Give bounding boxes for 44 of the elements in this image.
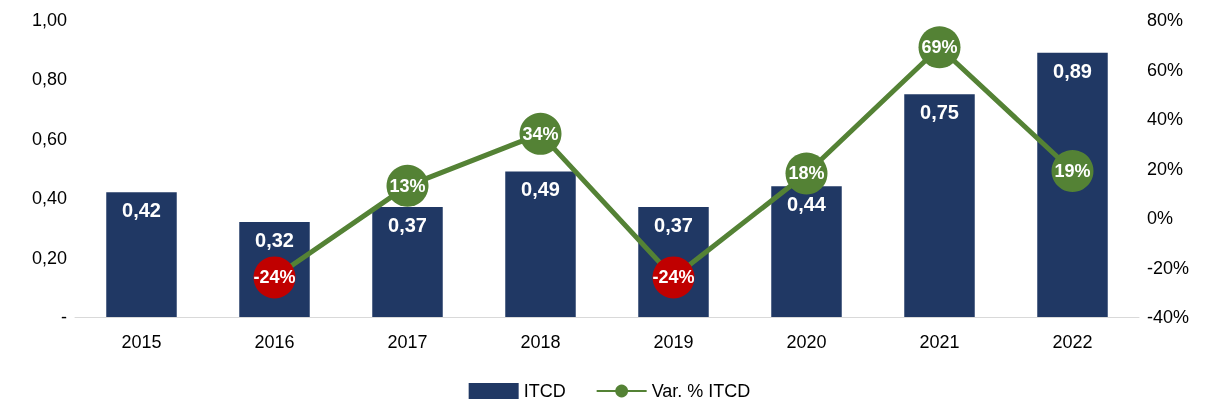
y-tick-label: 0,60 [31, 128, 67, 149]
y2-tick-label: 20% [1147, 158, 1184, 179]
data-label: 19% [1054, 160, 1091, 181]
data-label: 18% [788, 163, 825, 184]
data-label: 0,44 [787, 193, 827, 216]
x-tick-label: 2020 [786, 332, 827, 352]
x-tick-label: 2022 [1052, 332, 1093, 352]
legend-label: ITCD [523, 381, 566, 401]
bar [106, 192, 177, 317]
data-label: 0,37 [388, 214, 427, 237]
y-tick-label: 0,20 [31, 247, 67, 268]
x-tick-label: 2021 [919, 332, 960, 352]
data-label: 0,49 [521, 178, 560, 201]
y-tick-label: 0,40 [31, 188, 67, 209]
x-tick-label: 2015 [121, 332, 162, 352]
bar [904, 94, 975, 317]
data-label: -24% [253, 267, 296, 288]
y-tick-label: 1,00 [31, 10, 67, 30]
y2-tick-label: 80% [1147, 10, 1184, 30]
y2-tick-label: -40% [1147, 307, 1190, 327]
y2-tick-label: 40% [1147, 109, 1184, 129]
y-tick-label: - [61, 307, 67, 327]
bar [372, 207, 443, 317]
y2-tick-label: 0% [1147, 208, 1174, 228]
x-tick-label: 2019 [653, 332, 694, 352]
y2-tick-label: -20% [1147, 257, 1190, 278]
y-tick-label: 0,80 [31, 69, 67, 90]
data-label: 0,75 [920, 101, 959, 124]
data-label: 0,42 [122, 199, 161, 222]
data-label: -24% [652, 267, 695, 288]
data-label: 0,32 [255, 228, 294, 251]
bar [505, 171, 576, 317]
bar [1037, 52, 1108, 317]
data-label: 0,37 [654, 214, 693, 237]
x-tick-label: 2017 [387, 332, 428, 352]
x-tick-label: 2018 [520, 332, 561, 352]
legend-label: Var. % ITCD [651, 381, 751, 401]
data-label: 69% [921, 37, 958, 58]
data-label: 0,89 [1053, 59, 1092, 82]
x-tick-label: 2016 [254, 332, 295, 352]
y2-tick-label: 60% [1147, 59, 1184, 80]
data-label: 13% [389, 175, 426, 196]
bar [771, 186, 842, 317]
data-label: 34% [522, 123, 559, 144]
